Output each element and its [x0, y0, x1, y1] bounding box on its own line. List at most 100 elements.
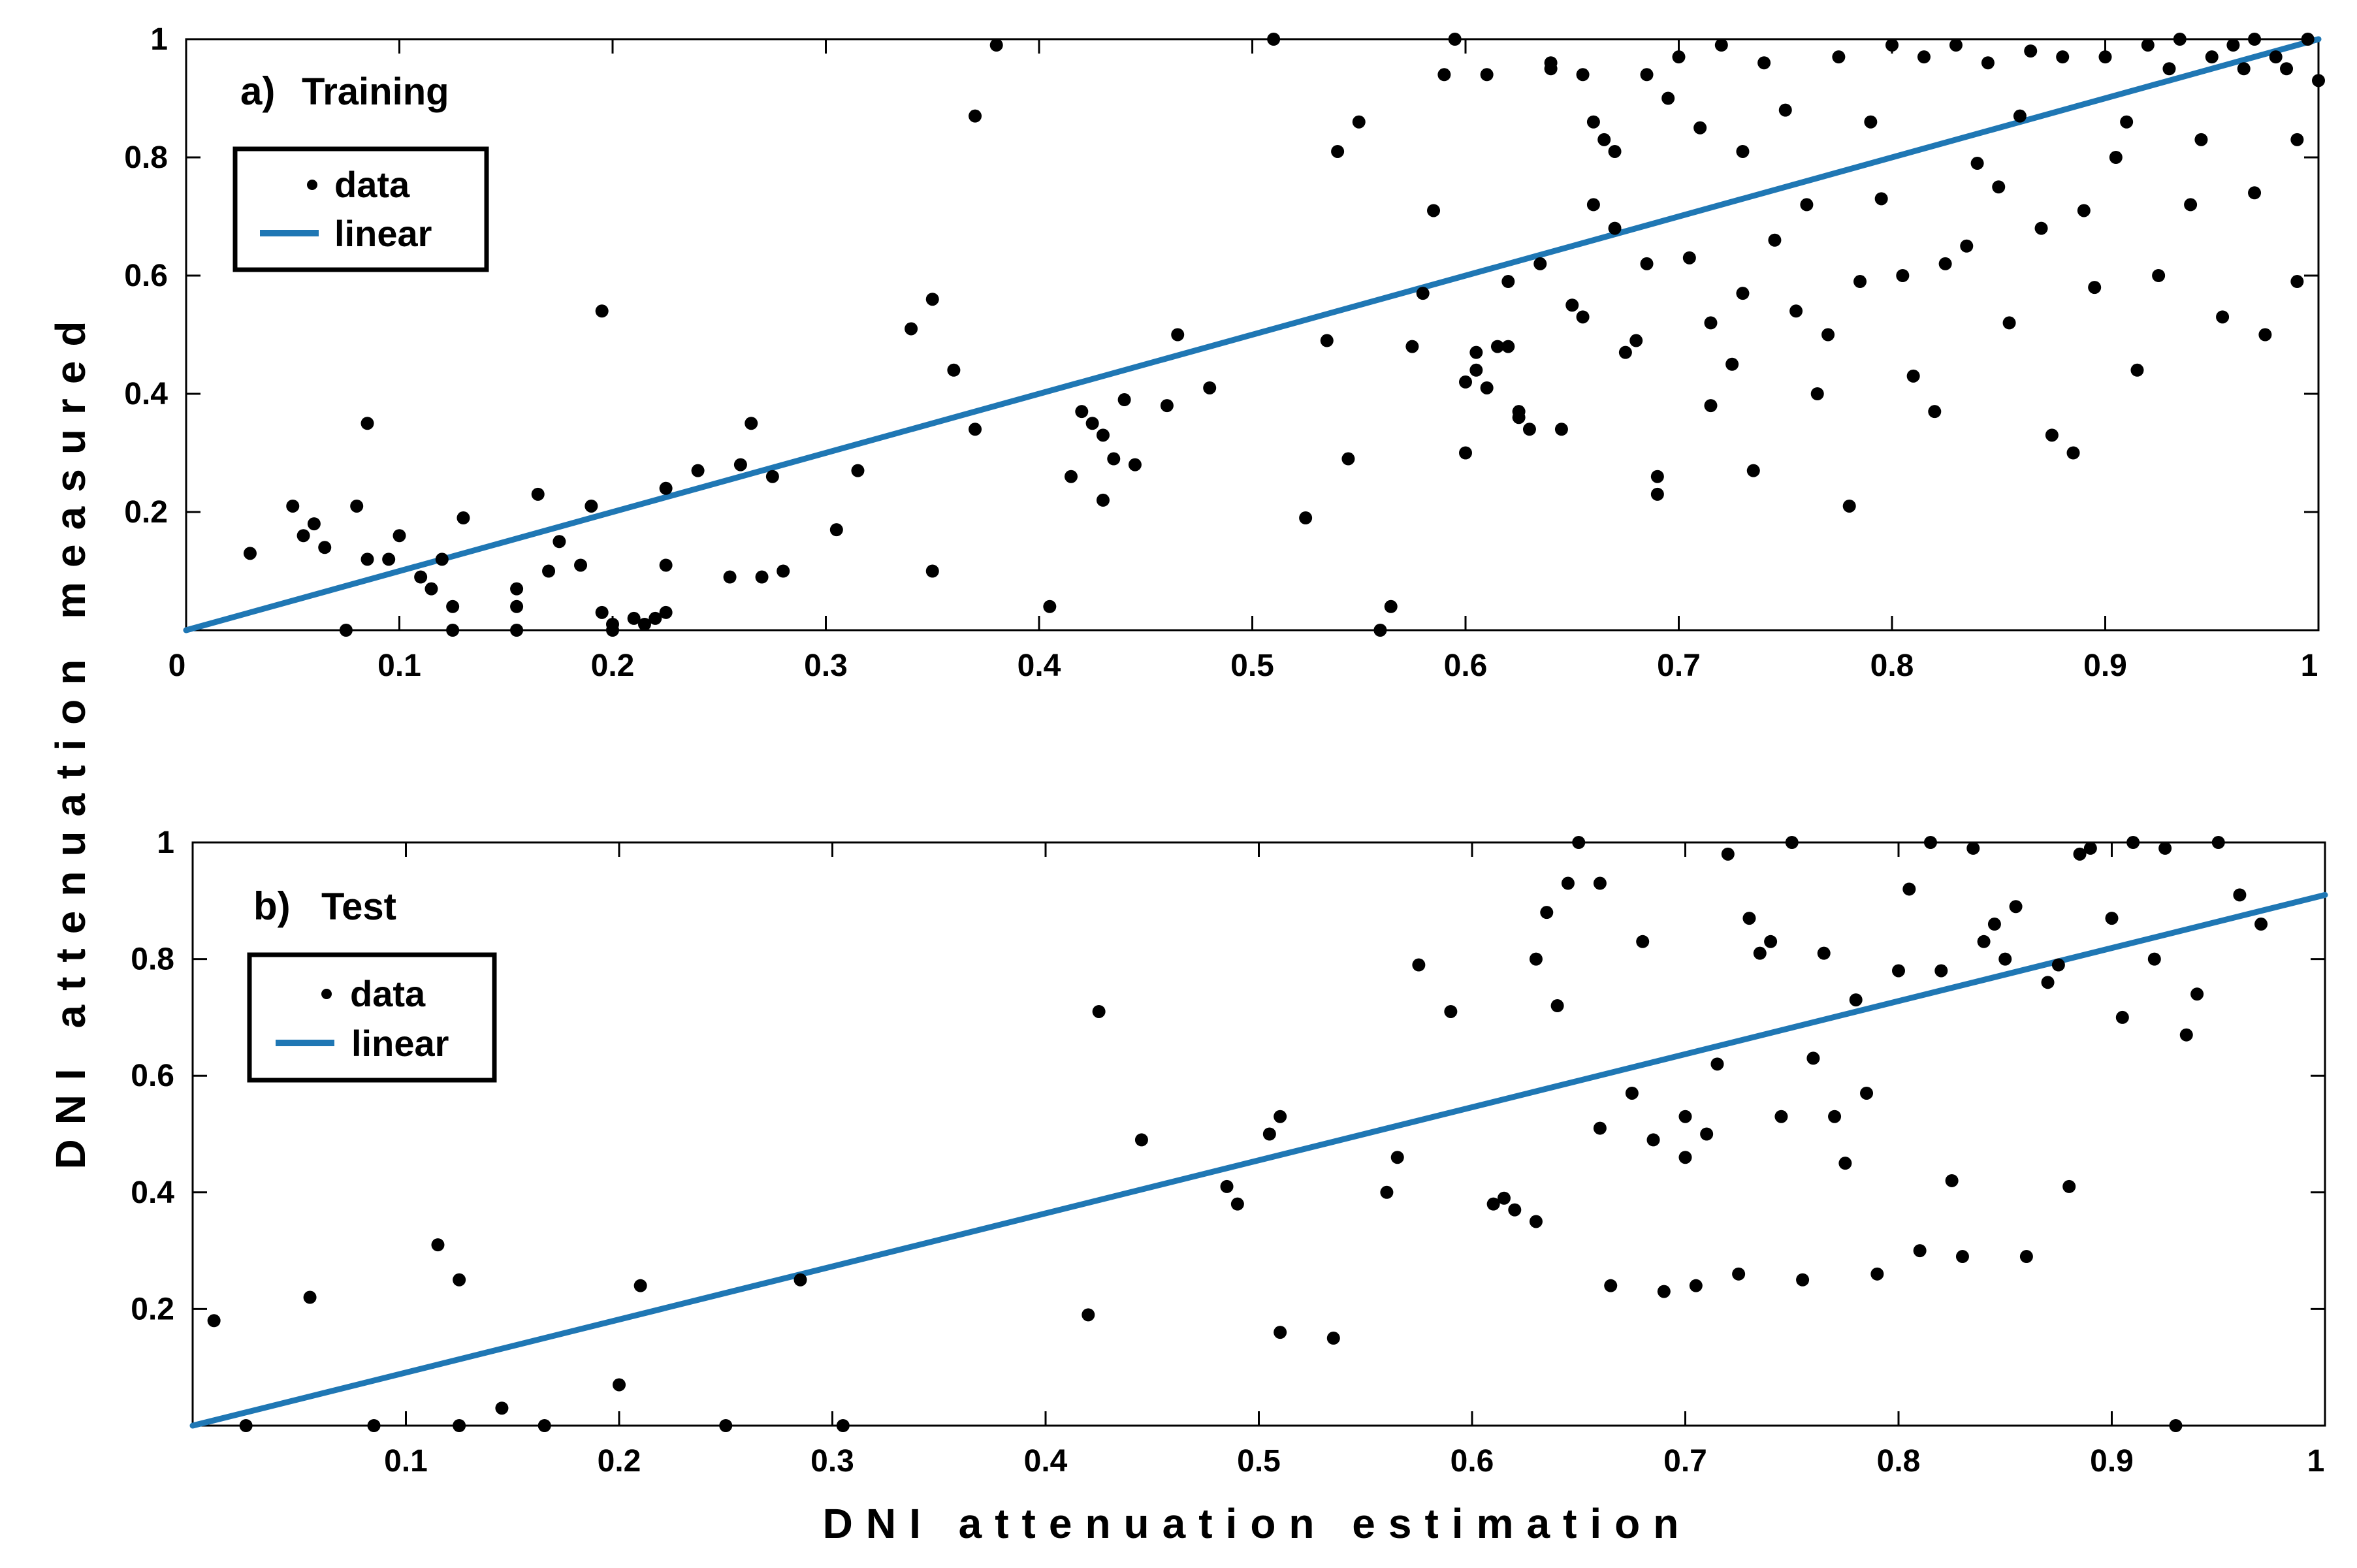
test-data-point [1977, 935, 1991, 948]
training-data-point [339, 624, 353, 637]
training-data-point [1650, 470, 1664, 483]
training-data-point [393, 529, 406, 543]
test-data-point [836, 1419, 850, 1432]
test-data-point [1134, 1133, 1148, 1147]
test-data-point [2233, 888, 2247, 902]
test-data-point [1540, 906, 1554, 920]
test-data-point [2073, 847, 2087, 861]
training-data-point [531, 487, 545, 501]
training-data-point [925, 293, 939, 306]
training-data-point [1586, 115, 1600, 129]
training-data-point [969, 423, 982, 436]
training-legend-data-label: data [334, 164, 410, 205]
training-data-point [1714, 39, 1728, 52]
training-data-point [649, 611, 662, 625]
training-data-point [1757, 56, 1771, 70]
training-data-point [1928, 405, 1942, 419]
test-x-tick-label: 0.5 [1237, 1444, 1281, 1479]
test-data-point [1934, 964, 1948, 978]
training-data-point [637, 617, 651, 631]
training-data-point [2088, 281, 2102, 295]
training-data-point [1821, 328, 1835, 342]
training-data-point [2152, 269, 2166, 282]
test-y-tick-label: 0.2 [131, 1292, 174, 1326]
training-x-tick-label: 0.5 [1230, 648, 1274, 683]
training-data-point [2194, 133, 2208, 146]
training-data-point [1992, 180, 2006, 194]
training-data-point [1299, 511, 1313, 525]
training-data-points [243, 33, 2325, 637]
training-data-point [1800, 198, 1814, 212]
training-data-point [1320, 334, 1334, 347]
training-legend: data linear [232, 146, 489, 272]
test-data-point [2083, 841, 2097, 855]
training-data-point [2280, 62, 2294, 76]
test-data-point [1721, 847, 1735, 861]
test-y-tick-label: 1 [157, 825, 174, 860]
training-data-point [1960, 239, 1974, 253]
training-data-point [2066, 446, 2080, 460]
training-data-point [307, 517, 321, 531]
training-data-point [2056, 50, 2070, 64]
training-data-point [1565, 298, 1579, 312]
test-data-point [2158, 841, 2172, 855]
training-data-point [2034, 221, 2048, 235]
training-data-point [1522, 423, 1536, 436]
training-data-point [1597, 133, 1611, 146]
test-y-tick-labels: 0.2 0.4 0.6 0.8 1 [131, 825, 174, 1326]
training-data-point [318, 541, 332, 554]
training-data-point [2162, 62, 2176, 76]
training-data-point [1064, 470, 1078, 483]
training-data-point [1746, 464, 1760, 477]
training-data-point [925, 564, 939, 578]
training-data-point [1107, 452, 1121, 466]
test-data-point [794, 1273, 807, 1287]
training-data-point [2098, 50, 2112, 64]
training-data-point [2248, 33, 2262, 46]
test-data-point [1230, 1197, 1244, 1211]
test-x-tick-label: 0.3 [810, 1444, 854, 1479]
test-data-point [1593, 876, 1607, 890]
training-data-point [414, 570, 428, 584]
test-data-point [2126, 836, 2140, 849]
training-x-tick-label: 0.9 [2083, 648, 2127, 683]
test-x-tick-label: 0.1 [384, 1444, 428, 1479]
training-data-point [1906, 369, 1920, 383]
test-data-point [1092, 1004, 1106, 1018]
test-y-tick-label: 0.6 [131, 1059, 174, 1093]
test-data-point [1412, 958, 1426, 972]
training-data-point [1853, 275, 1867, 289]
test-data-point [2190, 987, 2204, 1001]
training-data-point [947, 363, 961, 377]
training-data-point [829, 523, 843, 537]
test-data-point [1796, 1273, 1810, 1287]
test-data-point [1636, 935, 1650, 948]
test-data-point [239, 1419, 253, 1432]
test-x-tick-label: 0.9 [2090, 1444, 2134, 1479]
training-x-tick-label: 0.7 [1657, 648, 1701, 683]
test-data-point [1262, 1127, 1276, 1141]
training-data-point [745, 417, 758, 430]
training-data-point [851, 464, 865, 477]
test-data-point [1326, 1332, 1340, 1345]
training-data-point [1405, 340, 1419, 353]
test-legend-box [247, 952, 497, 1083]
training-y-tick-label: 0.2 [124, 495, 168, 530]
test-data-point [1529, 1215, 1543, 1228]
test-data-point [719, 1419, 733, 1432]
test-data-point [1828, 1110, 1842, 1123]
test-data-point [1561, 876, 1575, 890]
training-data-point [1448, 33, 1462, 46]
test-data-point [1987, 918, 2001, 931]
test-x-tick-label: 0.4 [1024, 1444, 1068, 1479]
training-data-point [595, 304, 609, 318]
training-y-tick-label: 0.4 [124, 377, 168, 411]
training-data-point [1043, 600, 1057, 613]
training-data-point [1608, 221, 1622, 235]
training-data-point [510, 582, 524, 596]
training-data-point [1586, 198, 1600, 212]
test-data-point [1966, 841, 1980, 855]
training-data-point [1554, 423, 1568, 436]
training-data-point [1885, 39, 1899, 52]
training-data-point [2077, 204, 2091, 217]
